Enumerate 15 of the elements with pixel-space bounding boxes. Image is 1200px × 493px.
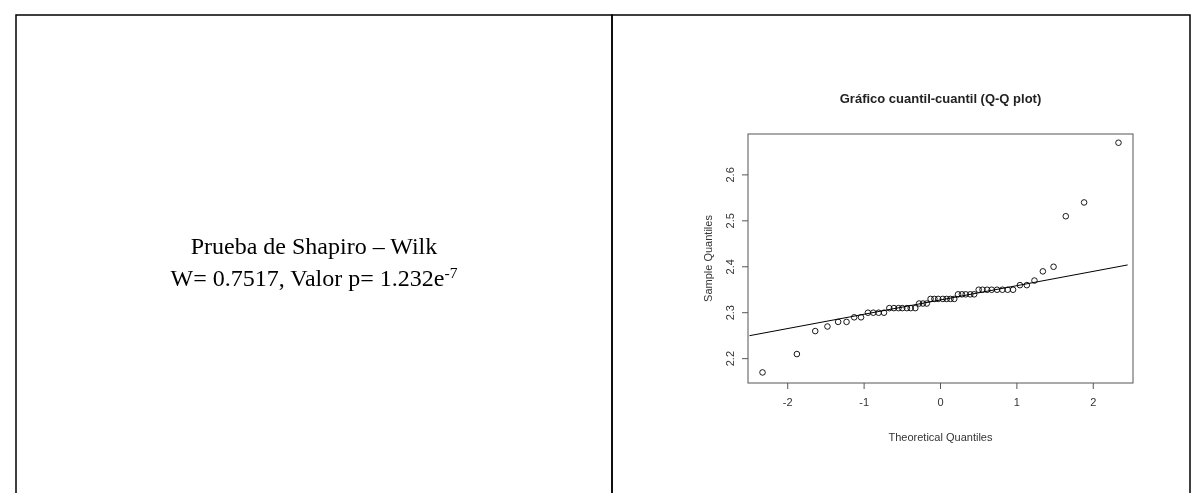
x-tick-label: 2 <box>1090 396 1097 408</box>
y-axis-title: Sample Quantiles <box>702 214 714 302</box>
text: Prueba de Shapiro – Wilk <box>190 233 438 259</box>
x-tick-label: 1 <box>1013 396 1020 408</box>
x-tick-label: -1 <box>859 396 869 408</box>
y-tick-label: 2.4 <box>724 259 736 275</box>
y-tick-label: 2.6 <box>724 167 736 183</box>
x-axis-title: Theoretical Quantiles <box>888 431 993 443</box>
y-tick-label: 2.3 <box>724 305 736 321</box>
y-tick-label: 2.5 <box>724 213 736 229</box>
chart-title: Gráfico cuantil-cuantil (Q-Q plot) <box>839 91 1042 106</box>
y-tick-label: 2.2 <box>724 351 736 367</box>
x-tick-label: -2 <box>782 396 793 408</box>
text: W= 0.7517, Valor p= 1.232e$^{-7}$ <box>170 263 458 291</box>
x-tick-label: 0 <box>937 396 944 408</box>
